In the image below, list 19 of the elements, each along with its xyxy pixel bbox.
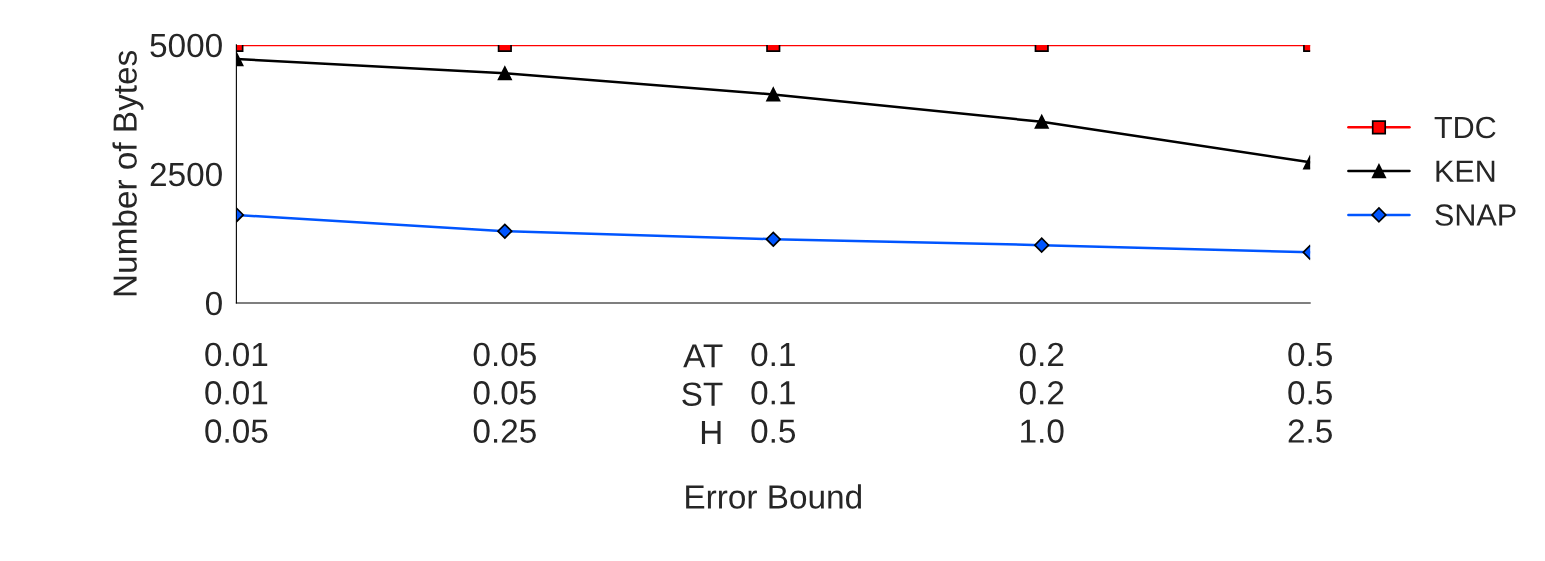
text: AT ST H <box>682 344 723 445</box>
legend-label: TDC <box>1434 116 1496 139</box>
x-tick-label: 0.2 0.2 1.0 <box>1019 342 1064 443</box>
y-tick-label: 0 <box>205 291 222 316</box>
legend-label: KEN <box>1436 160 1495 182</box>
x-axis-title: Error Bound <box>686 484 861 509</box>
legend-label: SNAP <box>1435 204 1516 226</box>
y-tick-label: 2500 <box>150 162 222 187</box>
x-tick-label: 0.05 0.05 0.25 <box>473 342 536 443</box>
x-tick-label: 0.5 0.5 2.5 <box>1288 342 1332 443</box>
point <box>766 87 781 102</box>
point <box>1034 237 1050 253</box>
y-axis-title: Number of Bytes <box>112 50 144 296</box>
x-tick-label: 0.1 0.1 0.5 <box>751 342 796 443</box>
x-tick-label: 0.01 0.01 0.05 <box>205 342 268 443</box>
y-tick-label: 5000 <box>150 33 222 58</box>
point <box>497 223 513 239</box>
point <box>1034 114 1049 129</box>
point <box>765 231 781 247</box>
